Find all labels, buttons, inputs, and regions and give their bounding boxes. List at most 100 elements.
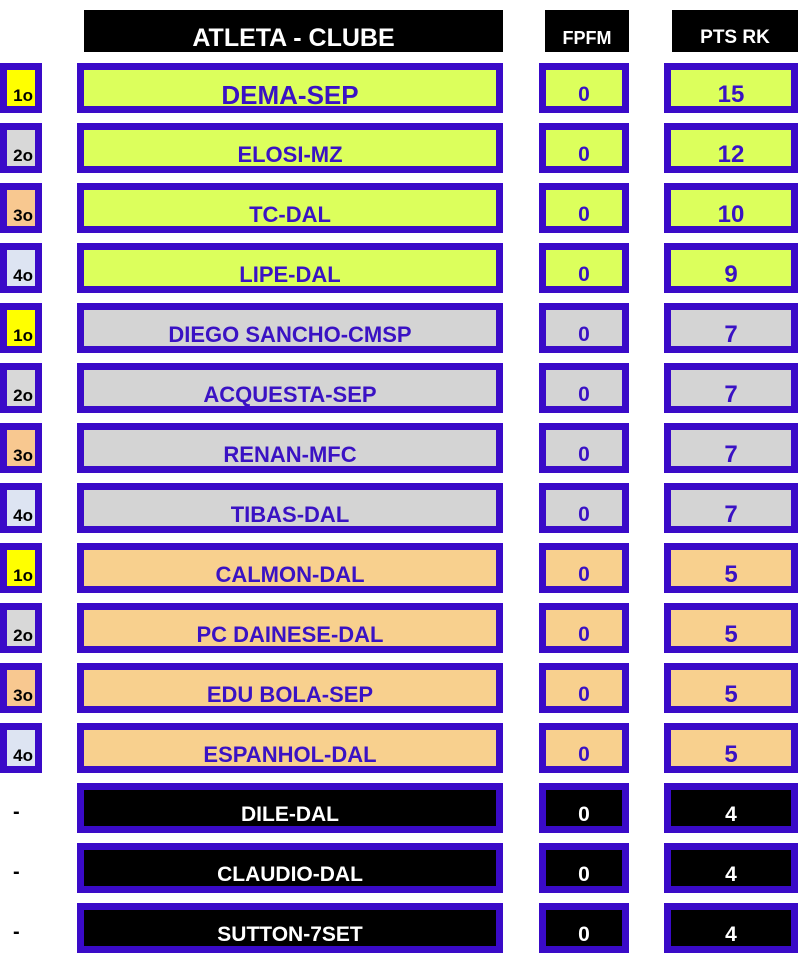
- pts-cell: 5: [664, 663, 798, 713]
- fpfm-value: 0: [578, 383, 590, 406]
- header-athlete-club: ATLETA - CLUBE: [84, 10, 503, 52]
- rank-badge: 3o: [0, 663, 42, 713]
- rank-badge: 2o: [0, 123, 42, 173]
- fpfm-cell: 0: [539, 663, 629, 713]
- pts-value: 4: [725, 863, 737, 886]
- rank-dash: -: [13, 921, 20, 943]
- pts-value: 10: [717, 201, 745, 228]
- athlete-cell: TIBAS-DAL: [77, 483, 503, 533]
- athlete-name: TIBAS-DAL: [230, 502, 350, 527]
- rank-label: 4o: [13, 746, 33, 765]
- athlete-cell: LIPE-DAL: [77, 243, 503, 293]
- table-row: 3o EDU BOLA-SEP 0 5: [0, 663, 807, 713]
- athlete-cell: TC-DAL: [77, 183, 503, 233]
- fpfm-value: 0: [578, 263, 590, 286]
- pts-cell: 9: [664, 243, 798, 293]
- fpfm-value: 0: [578, 143, 590, 166]
- fpfm-value: 0: [578, 203, 590, 226]
- pts-value: 5: [724, 621, 738, 648]
- pts-value: 7: [724, 321, 738, 348]
- header-pts-label: PTS RK: [700, 27, 770, 48]
- pts-cell: 7: [664, 363, 798, 413]
- fpfm-cell: 0: [539, 363, 629, 413]
- fpfm-cell: 0: [539, 543, 629, 593]
- athlete-name: LIPE-DAL: [239, 262, 341, 287]
- pts-value: 7: [724, 441, 738, 468]
- athlete-name: ELOSI-MZ: [237, 142, 343, 167]
- rank-label: 3o: [13, 446, 33, 465]
- rank-dash: -: [13, 801, 20, 823]
- athlete-cell: DEMA-SEP: [77, 63, 503, 113]
- athlete-cell: DIEGO SANCHO-CMSP: [77, 303, 503, 353]
- fpfm-cell: 0: [539, 123, 629, 173]
- pts-cell: 5: [664, 723, 798, 773]
- table-row: 2o ELOSI-MZ 0 12: [0, 123, 807, 173]
- pts-cell: 12: [664, 123, 798, 173]
- athlete-cell: RENAN-MFC: [77, 423, 503, 473]
- fpfm-value: 0: [578, 83, 590, 106]
- pts-cell: 7: [664, 303, 798, 353]
- fpfm-cell: 0: [539, 903, 629, 953]
- athlete-name: PC DAINESE-DAL: [196, 622, 384, 647]
- rank-badge: 1o: [0, 543, 42, 593]
- rank-badge: 2o: [0, 363, 42, 413]
- rank-badge: 4o: [0, 243, 42, 293]
- rank-label: 1o: [13, 86, 33, 105]
- fpfm-value: 0: [578, 743, 590, 766]
- athlete-cell: EDU BOLA-SEP: [77, 663, 503, 713]
- athlete-name: TC-DAL: [249, 202, 331, 227]
- fpfm-value: 0: [578, 863, 590, 886]
- pts-value: 12: [717, 141, 745, 168]
- athlete-cell: ESPANHOL-DAL: [77, 723, 503, 773]
- fpfm-value: 0: [578, 443, 590, 466]
- table-row: 4o TIBAS-DAL 0 7: [0, 483, 807, 533]
- athlete-name: RENAN-MFC: [223, 442, 357, 467]
- fpfm-cell: 0: [539, 183, 629, 233]
- athlete-cell: CALMON-DAL: [77, 543, 503, 593]
- fpfm-cell: 0: [539, 783, 629, 833]
- pts-value: 7: [724, 381, 738, 408]
- rank-label: 2o: [13, 626, 33, 645]
- fpfm-value: 0: [578, 923, 590, 946]
- table-row: - CLAUDIO-DAL 0 4: [0, 843, 807, 893]
- rank-label: 4o: [13, 506, 33, 525]
- pts-cell: 7: [664, 483, 798, 533]
- rank-dash: -: [13, 861, 20, 883]
- athlete-name: DEMA-SEP: [221, 80, 359, 110]
- table-row: 1o DEMA-SEP 0 15: [0, 63, 807, 113]
- athlete-name: DILE-DAL: [241, 803, 339, 826]
- pts-cell: 4: [664, 783, 798, 833]
- athlete-cell: SUTTON-7SET: [77, 903, 503, 953]
- rank-label: 1o: [13, 566, 33, 585]
- table-row: 1o DIEGO SANCHO-CMSP 0 7: [0, 303, 807, 353]
- fpfm-cell: 0: [539, 723, 629, 773]
- fpfm-value: 0: [578, 323, 590, 346]
- pts-cell: 7: [664, 423, 798, 473]
- pts-value: 15: [717, 81, 745, 108]
- table-row: - DILE-DAL 0 4: [0, 783, 807, 833]
- athlete-cell: CLAUDIO-DAL: [77, 843, 503, 893]
- table-row: 1o CALMON-DAL 0 5: [0, 543, 807, 593]
- pts-value: 7: [724, 501, 738, 528]
- rank-badge: 3o: [0, 183, 42, 233]
- fpfm-value: 0: [578, 623, 590, 646]
- athlete-name: CLAUDIO-DAL: [217, 863, 363, 886]
- fpfm-value: 0: [578, 503, 590, 526]
- header-athlete-label: ATLETA - CLUBE: [192, 24, 395, 52]
- fpfm-value: 0: [578, 563, 590, 586]
- fpfm-cell: 0: [539, 423, 629, 473]
- rank-badge: 3o: [0, 423, 42, 473]
- table-row: 4o ESPANHOL-DAL 0 5: [0, 723, 807, 773]
- rank-badge: 4o: [0, 723, 42, 773]
- athlete-cell: PC DAINESE-DAL: [77, 603, 503, 653]
- table-row: 2o ACQUESTA-SEP 0 7: [0, 363, 807, 413]
- header-fpfm: FPFM: [545, 10, 629, 52]
- athlete-name: DIEGO SANCHO-CMSP: [168, 322, 412, 347]
- table-row: 3o RENAN-MFC 0 7: [0, 423, 807, 473]
- athlete-name: ACQUESTA-SEP: [203, 382, 377, 407]
- pts-cell: 5: [664, 603, 798, 653]
- athlete-name: CALMON-DAL: [215, 562, 365, 587]
- header-pts-rk: PTS RK: [672, 10, 798, 52]
- pts-value: 9: [724, 261, 738, 288]
- rank-label: 3o: [13, 686, 33, 705]
